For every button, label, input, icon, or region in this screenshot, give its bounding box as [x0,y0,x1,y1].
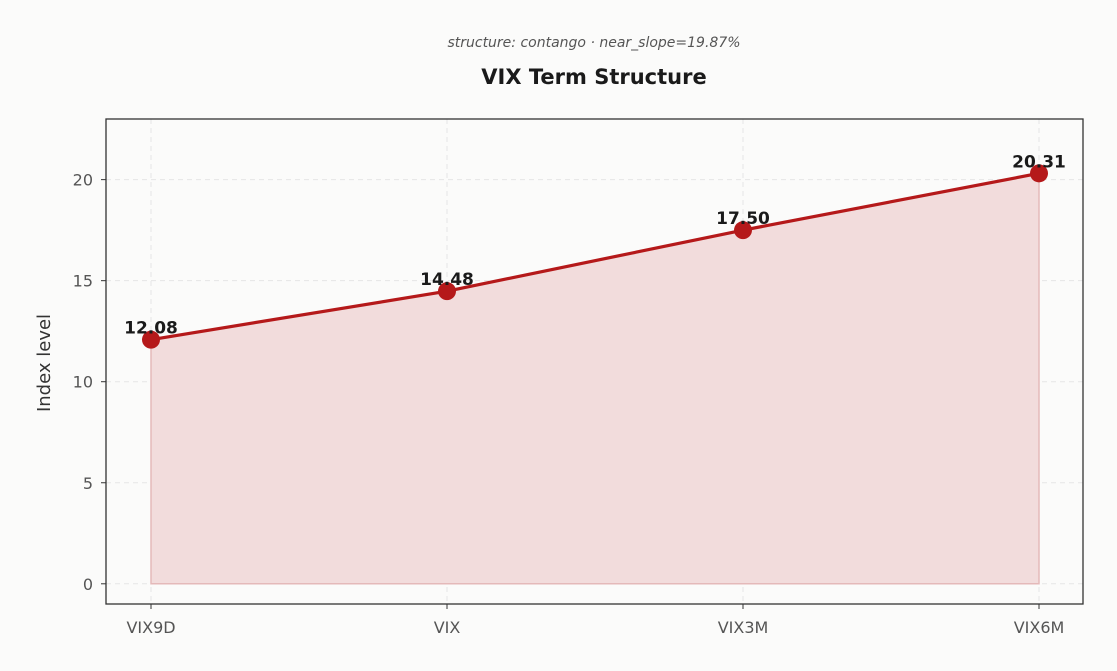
area-fill [150,172,1040,585]
data-label: 14.48 [420,270,474,290]
x-tick-label: VIX9D [126,618,175,637]
chart-title: VIX Term Structure [481,65,706,89]
data-point [1030,164,1048,183]
data-label: 20.31 [1012,152,1066,172]
series-line [149,171,1041,342]
y-axis-label: Index level [34,314,55,412]
y-tick-label: 5 [83,474,93,493]
area-layer [150,172,1040,585]
x-tick-label: VIX6M [1014,618,1065,637]
data-point [142,330,160,349]
y-tick-label: 0 [83,575,93,594]
label-layer: 12.08 14.48 17.50 20.31 [124,152,1066,338]
marker-layer [142,164,1048,349]
y-tick-label: 20 [73,171,93,190]
y-tick-label: 15 [73,272,93,291]
data-point [438,282,456,301]
x-tick-label: VIX3M [718,618,769,637]
data-label: 12.08 [124,319,178,339]
y-axis: 0 5 10 15 20 [73,171,106,594]
x-tick-label: VIX [434,618,461,637]
y-tick-label: 10 [73,373,93,392]
plot-frame [105,118,1084,605]
chart-subtitle: structure: contango · near_slope=19.87% [447,35,740,51]
line-layer [149,171,1041,342]
data-label: 17.50 [716,209,770,229]
data-point [734,221,752,240]
x-axis: VIX9D VIX VIX3M VIX6M [126,604,1064,637]
